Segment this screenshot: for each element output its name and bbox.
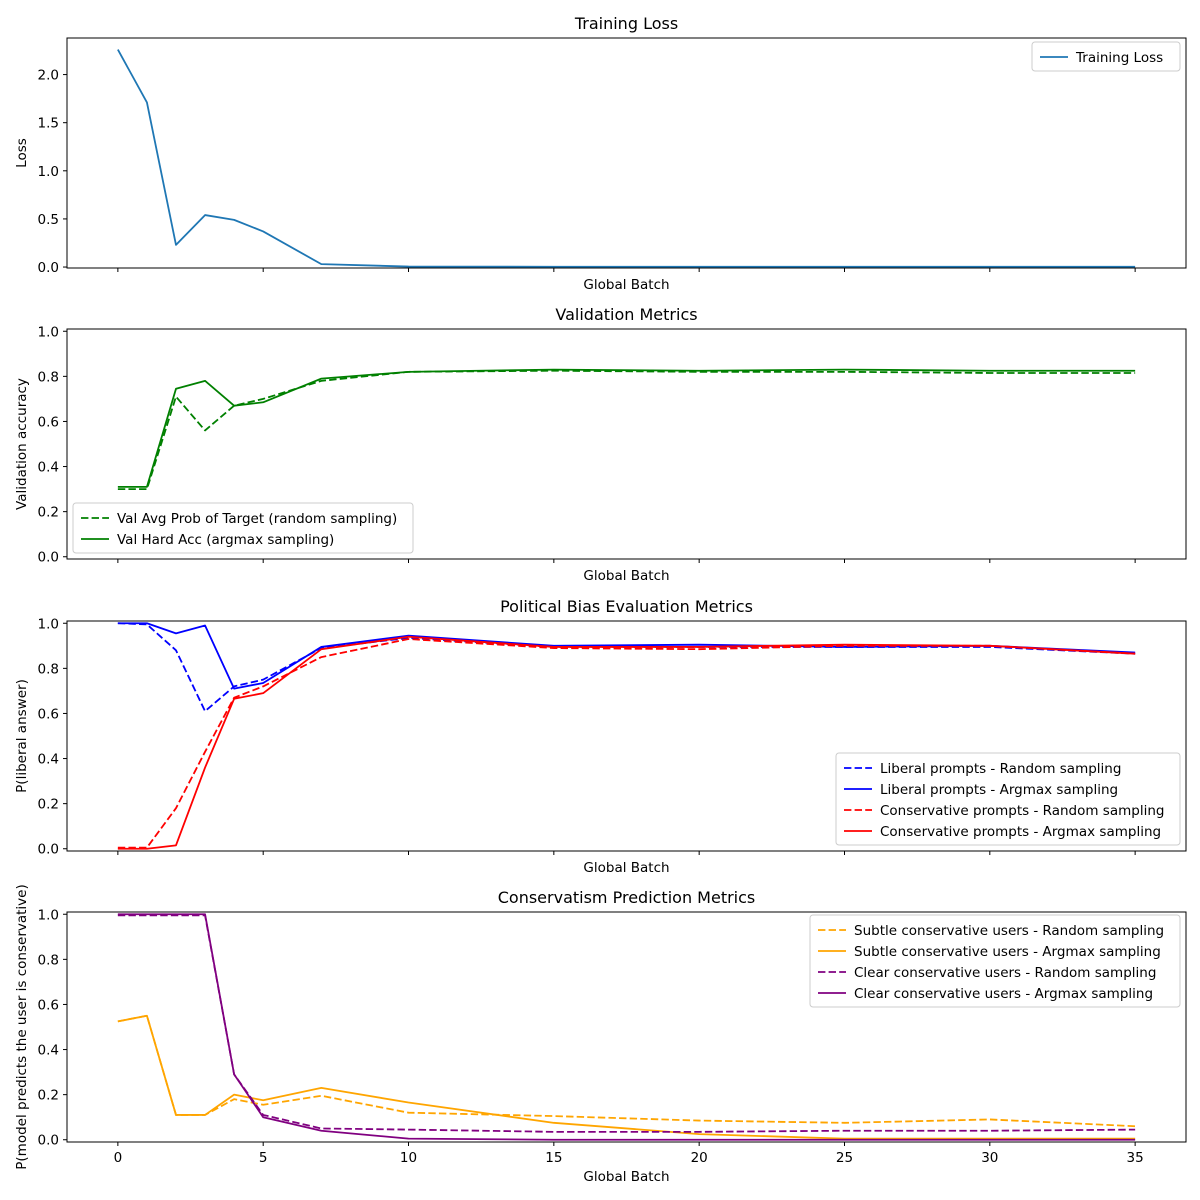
- series-line-2: [117, 1014, 1136, 1140]
- subplot-1: Training Loss Global Batch Loss 0.0 0.5 1.0 1.…: [14, 14, 1187, 293]
- y-tick-label: 0.8: [38, 369, 59, 385]
- x-tick-label: 30: [981, 1150, 998, 1166]
- series-line-1: [117, 49, 1136, 268]
- x-tick-label: 20: [691, 1150, 708, 1166]
- axes-frame: [66, 911, 1187, 1143]
- y-tick-label: 0.4: [38, 1043, 59, 1059]
- axes-frame: [66, 37, 1187, 269]
- subplot-2: Validation Metrics Global Batch Validation…: [14, 305, 1187, 584]
- y-tick-label: 0.2: [38, 797, 59, 813]
- x-tick-label: 35: [1127, 1150, 1144, 1166]
- axes-frame: [66, 620, 1187, 852]
- y-tick-label: 0.5: [38, 212, 59, 228]
- series-line-3: [117, 638, 1136, 849]
- legend-label: Clear conservative users - Random sampli…: [854, 965, 1156, 981]
- series-line-2: [117, 368, 1136, 488]
- chart-title: Training Loss: [574, 14, 678, 33]
- subplot-3: Political Bias Evaluation Metrics Global …: [14, 597, 1187, 876]
- x-axis-label: Global Batch: [583, 860, 669, 876]
- legend-label: Subtle conservative users - Random sampl…: [854, 923, 1164, 939]
- series-line-1: [117, 622, 1136, 713]
- x-tick-label: 5: [259, 1150, 268, 1166]
- legend-label: Subtle conservative users - Argmax sampl…: [854, 944, 1161, 960]
- y-axis-label: Loss: [14, 138, 30, 168]
- axes-frame: [66, 328, 1187, 560]
- legend-label: Liberal prompts - Random sampling: [880, 761, 1121, 777]
- legend-label: Conservative prompts - Argmax sampling: [880, 824, 1161, 840]
- series-line-4: [117, 635, 1136, 850]
- x-tick-label: 10: [400, 1150, 417, 1166]
- y-tick-label: 0.2: [38, 505, 59, 521]
- subplot-4: Conservatism Prediction Metrics Global Ba…: [14, 884, 1187, 1185]
- y-tick-label: 0.8: [38, 952, 59, 968]
- y-tick-label: 0.4: [38, 460, 59, 476]
- y-tick-label: 1.0: [38, 907, 59, 923]
- series-line-4: [117, 913, 1136, 1141]
- y-tick-label: 1.0: [38, 164, 59, 180]
- x-axis-label: Global Batch: [583, 277, 669, 293]
- y-tick-label: 0.4: [38, 752, 59, 768]
- series-line-1: [117, 369, 1136, 491]
- legend-box: [809, 914, 1181, 1008]
- y-tick-label: 1.0: [38, 324, 59, 340]
- legend-label: Clear conservative users - Argmax sampli…: [854, 986, 1153, 1002]
- y-tick-label: 0.0: [38, 842, 59, 858]
- y-tick-label: 0.0: [38, 1133, 59, 1149]
- legend: Liberal prompts - Random sampling Liberal…: [835, 752, 1181, 846]
- legend-label: Training Loss: [1075, 50, 1163, 66]
- y-axis-label: Validation accuracy: [14, 378, 30, 510]
- x-tick-label: 0: [114, 1150, 123, 1166]
- x-tick-label: 25: [836, 1150, 853, 1166]
- y-tick-label: 0.6: [38, 414, 59, 430]
- legend-box: [72, 502, 414, 554]
- y-tick-label: 1.0: [38, 616, 59, 632]
- y-tick-label: 0.6: [38, 997, 59, 1013]
- legend-box: [1031, 41, 1181, 72]
- chart-title: Political Bias Evaluation Metrics: [500, 597, 753, 616]
- legend-box: [835, 752, 1181, 846]
- legend: Val Avg Prob of Target (random sampling)…: [72, 502, 414, 554]
- legend: Training Loss: [1031, 41, 1181, 72]
- x-axis-label: Global Batch: [583, 1169, 669, 1185]
- y-tick-label: 0.2: [38, 1088, 59, 1104]
- legend-label: Conservative prompts - Random sampling: [880, 803, 1164, 819]
- y-tick-label: 0.8: [38, 661, 59, 677]
- legend: Subtle conservative users - Random sampl…: [809, 914, 1181, 1008]
- legend-label: Val Avg Prob of Target (random sampling): [117, 511, 397, 527]
- series-line-3: [117, 914, 1136, 1133]
- chart-title: Conservatism Prediction Metrics: [498, 888, 756, 907]
- legend-label: Liberal prompts - Argmax sampling: [880, 782, 1118, 798]
- y-axis-label: P(liberal answer): [14, 679, 30, 793]
- series-line-2: [117, 622, 1136, 690]
- x-tick-label: 15: [545, 1150, 562, 1166]
- y-tick-label: 1.5: [38, 116, 59, 132]
- legend-label: Val Hard Acc (argmax sampling): [117, 532, 334, 548]
- y-tick-label: 2.0: [38, 68, 59, 84]
- chart-title: Validation Metrics: [555, 305, 697, 324]
- y-tick-label: 0.0: [38, 260, 59, 276]
- x-axis-label: Global Batch: [583, 568, 669, 584]
- y-tick-label: 0.0: [38, 550, 59, 566]
- y-tick-label: 0.6: [38, 706, 59, 722]
- y-axis-label: P(model predicts the user is conservativ…: [14, 884, 30, 1169]
